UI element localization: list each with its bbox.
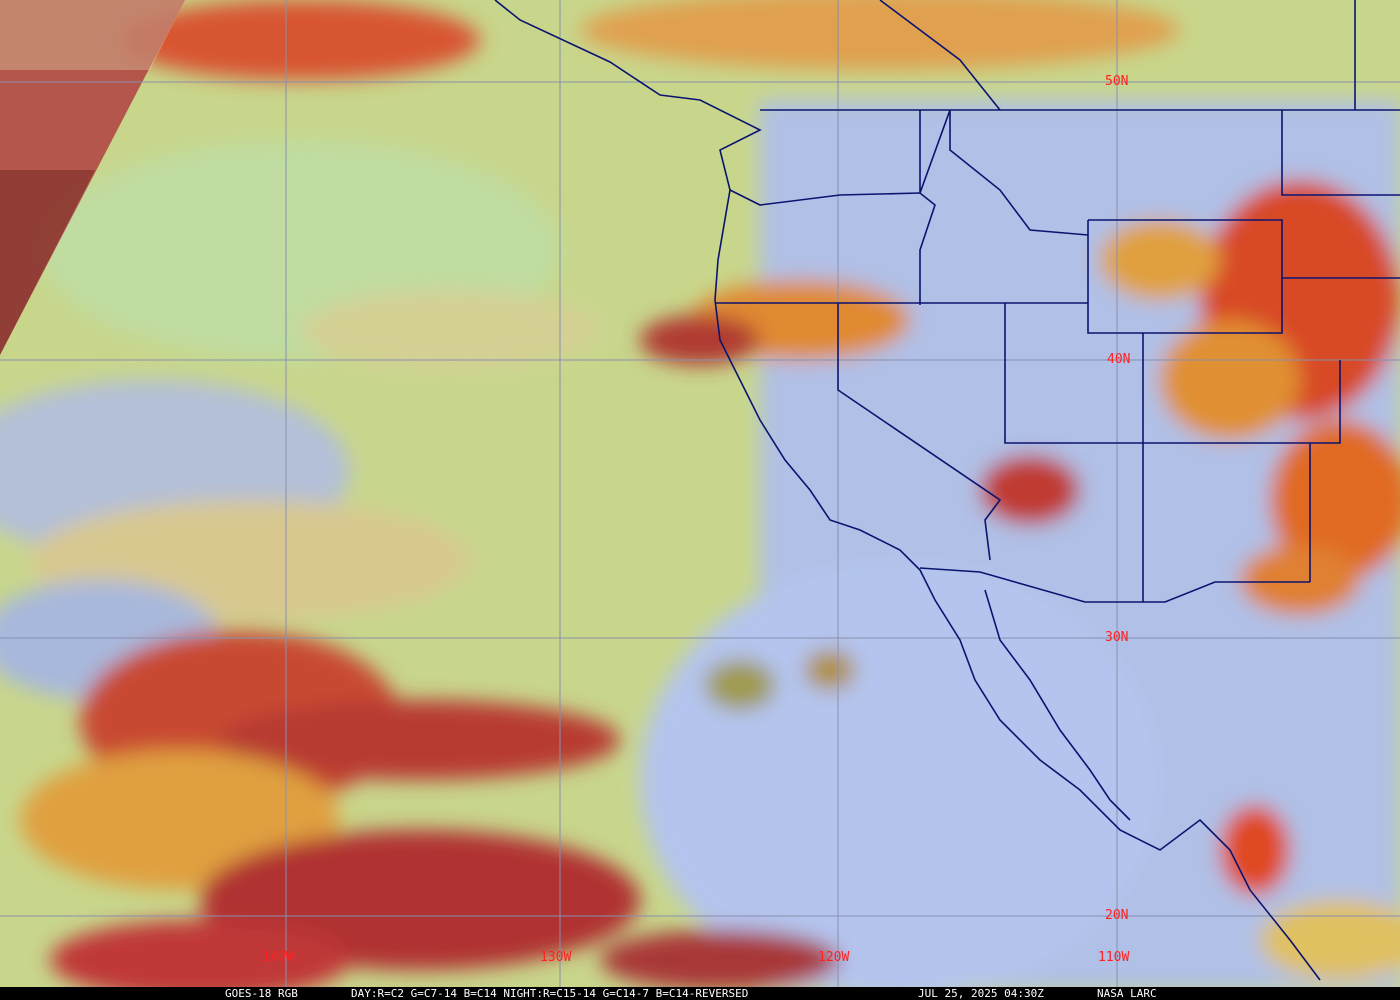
lon-label-130w: 130W (540, 950, 571, 965)
canada-provinces (879, 0, 1001, 111)
lat-label-40n: 40N (1107, 352, 1130, 367)
us-mexico-border (919, 567, 1310, 603)
lat-label-20n: 20N (1105, 908, 1128, 923)
caption-title: GOES-18 RGB (225, 987, 298, 1000)
caption-recipe: DAY:R=C2 G=C7-14 B=C14 NIGHT:R=C15-14 G=… (351, 987, 749, 1000)
lat-labels: 50N 40N 30N 20N (1105, 74, 1130, 923)
baja-gulf-coast (984, 589, 1131, 821)
lon-labels: 140W 130W 120W 110W (262, 950, 1129, 965)
coastline (494, 0, 1321, 981)
caption-bar: GOES-18 RGB DAY:R=C2 G=C7-14 B=C14 NIGHT… (0, 987, 1400, 1000)
political-borders (494, 0, 1400, 981)
idaho (919, 109, 1089, 236)
lat-label-50n: 50N (1105, 74, 1128, 89)
caption-credit: NASA LARC (1097, 987, 1157, 1000)
nv-ut (1004, 303, 1341, 444)
wyoming (1087, 219, 1283, 334)
lat-label-30n: 30N (1105, 630, 1128, 645)
montana (1281, 110, 1400, 196)
ca-nv-border (837, 303, 1002, 561)
caption-timestamp: JUL 25, 2025 04:30Z (918, 987, 1044, 1000)
lon-label-110w: 110W (1098, 950, 1129, 965)
lon-label-140w: 140W (262, 950, 293, 965)
lon-label-120w: 120W (818, 950, 849, 965)
